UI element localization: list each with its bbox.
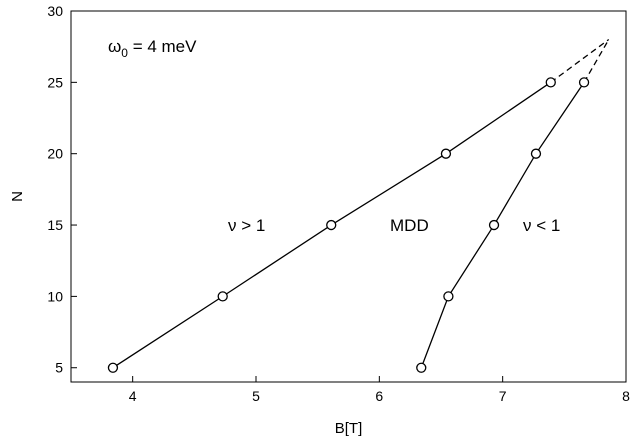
annotation-omega-subscript: 0 bbox=[121, 46, 128, 60]
data-point bbox=[440, 148, 452, 159]
annotation-nu-less-1: ν < 1 bbox=[523, 216, 560, 235]
annotation-omega: ω0 = 4 meV bbox=[108, 37, 197, 60]
data-point bbox=[443, 291, 454, 302]
y-tick-label: 5 bbox=[55, 360, 63, 376]
y-axis-title: N bbox=[9, 191, 26, 202]
x-axis-title: B[T] bbox=[335, 420, 363, 437]
extrapolation-line bbox=[550, 39, 610, 83]
y-tick-label: 25 bbox=[47, 74, 63, 90]
annotation-mdd: MDD bbox=[390, 216, 429, 235]
annotation-omega-value: = 4 meV bbox=[128, 37, 197, 56]
data-point bbox=[578, 77, 590, 88]
marker-layer bbox=[107, 77, 590, 373]
data-point bbox=[530, 148, 542, 159]
y-tick-label: 10 bbox=[47, 288, 63, 304]
x-tick-label: 8 bbox=[622, 388, 630, 404]
x-tick-label: 6 bbox=[375, 388, 383, 404]
data-point bbox=[416, 362, 427, 373]
data-point bbox=[488, 219, 500, 231]
x-tick-label: 5 bbox=[252, 388, 260, 404]
y-tick-label: 15 bbox=[47, 217, 63, 233]
data-point bbox=[545, 77, 556, 88]
tick-layer: 4 5 6 7 8 5 10 15 20 25 30 bbox=[47, 3, 630, 404]
y-tick-label: 20 bbox=[47, 146, 63, 162]
data-point bbox=[326, 219, 337, 231]
annotation-omega-symbol: ω bbox=[108, 37, 121, 56]
plot-frame bbox=[70, 10, 627, 383]
x-tick-label: 7 bbox=[499, 388, 507, 404]
data-point bbox=[217, 291, 228, 302]
series-layer bbox=[112, 39, 610, 369]
annotation-nu-greater-1: ν > 1 bbox=[228, 216, 265, 235]
x-tick-label: 4 bbox=[129, 388, 137, 404]
data-point bbox=[107, 362, 119, 373]
y-tick-label: 30 bbox=[47, 3, 63, 19]
extrapolation-line bbox=[583, 39, 610, 83]
